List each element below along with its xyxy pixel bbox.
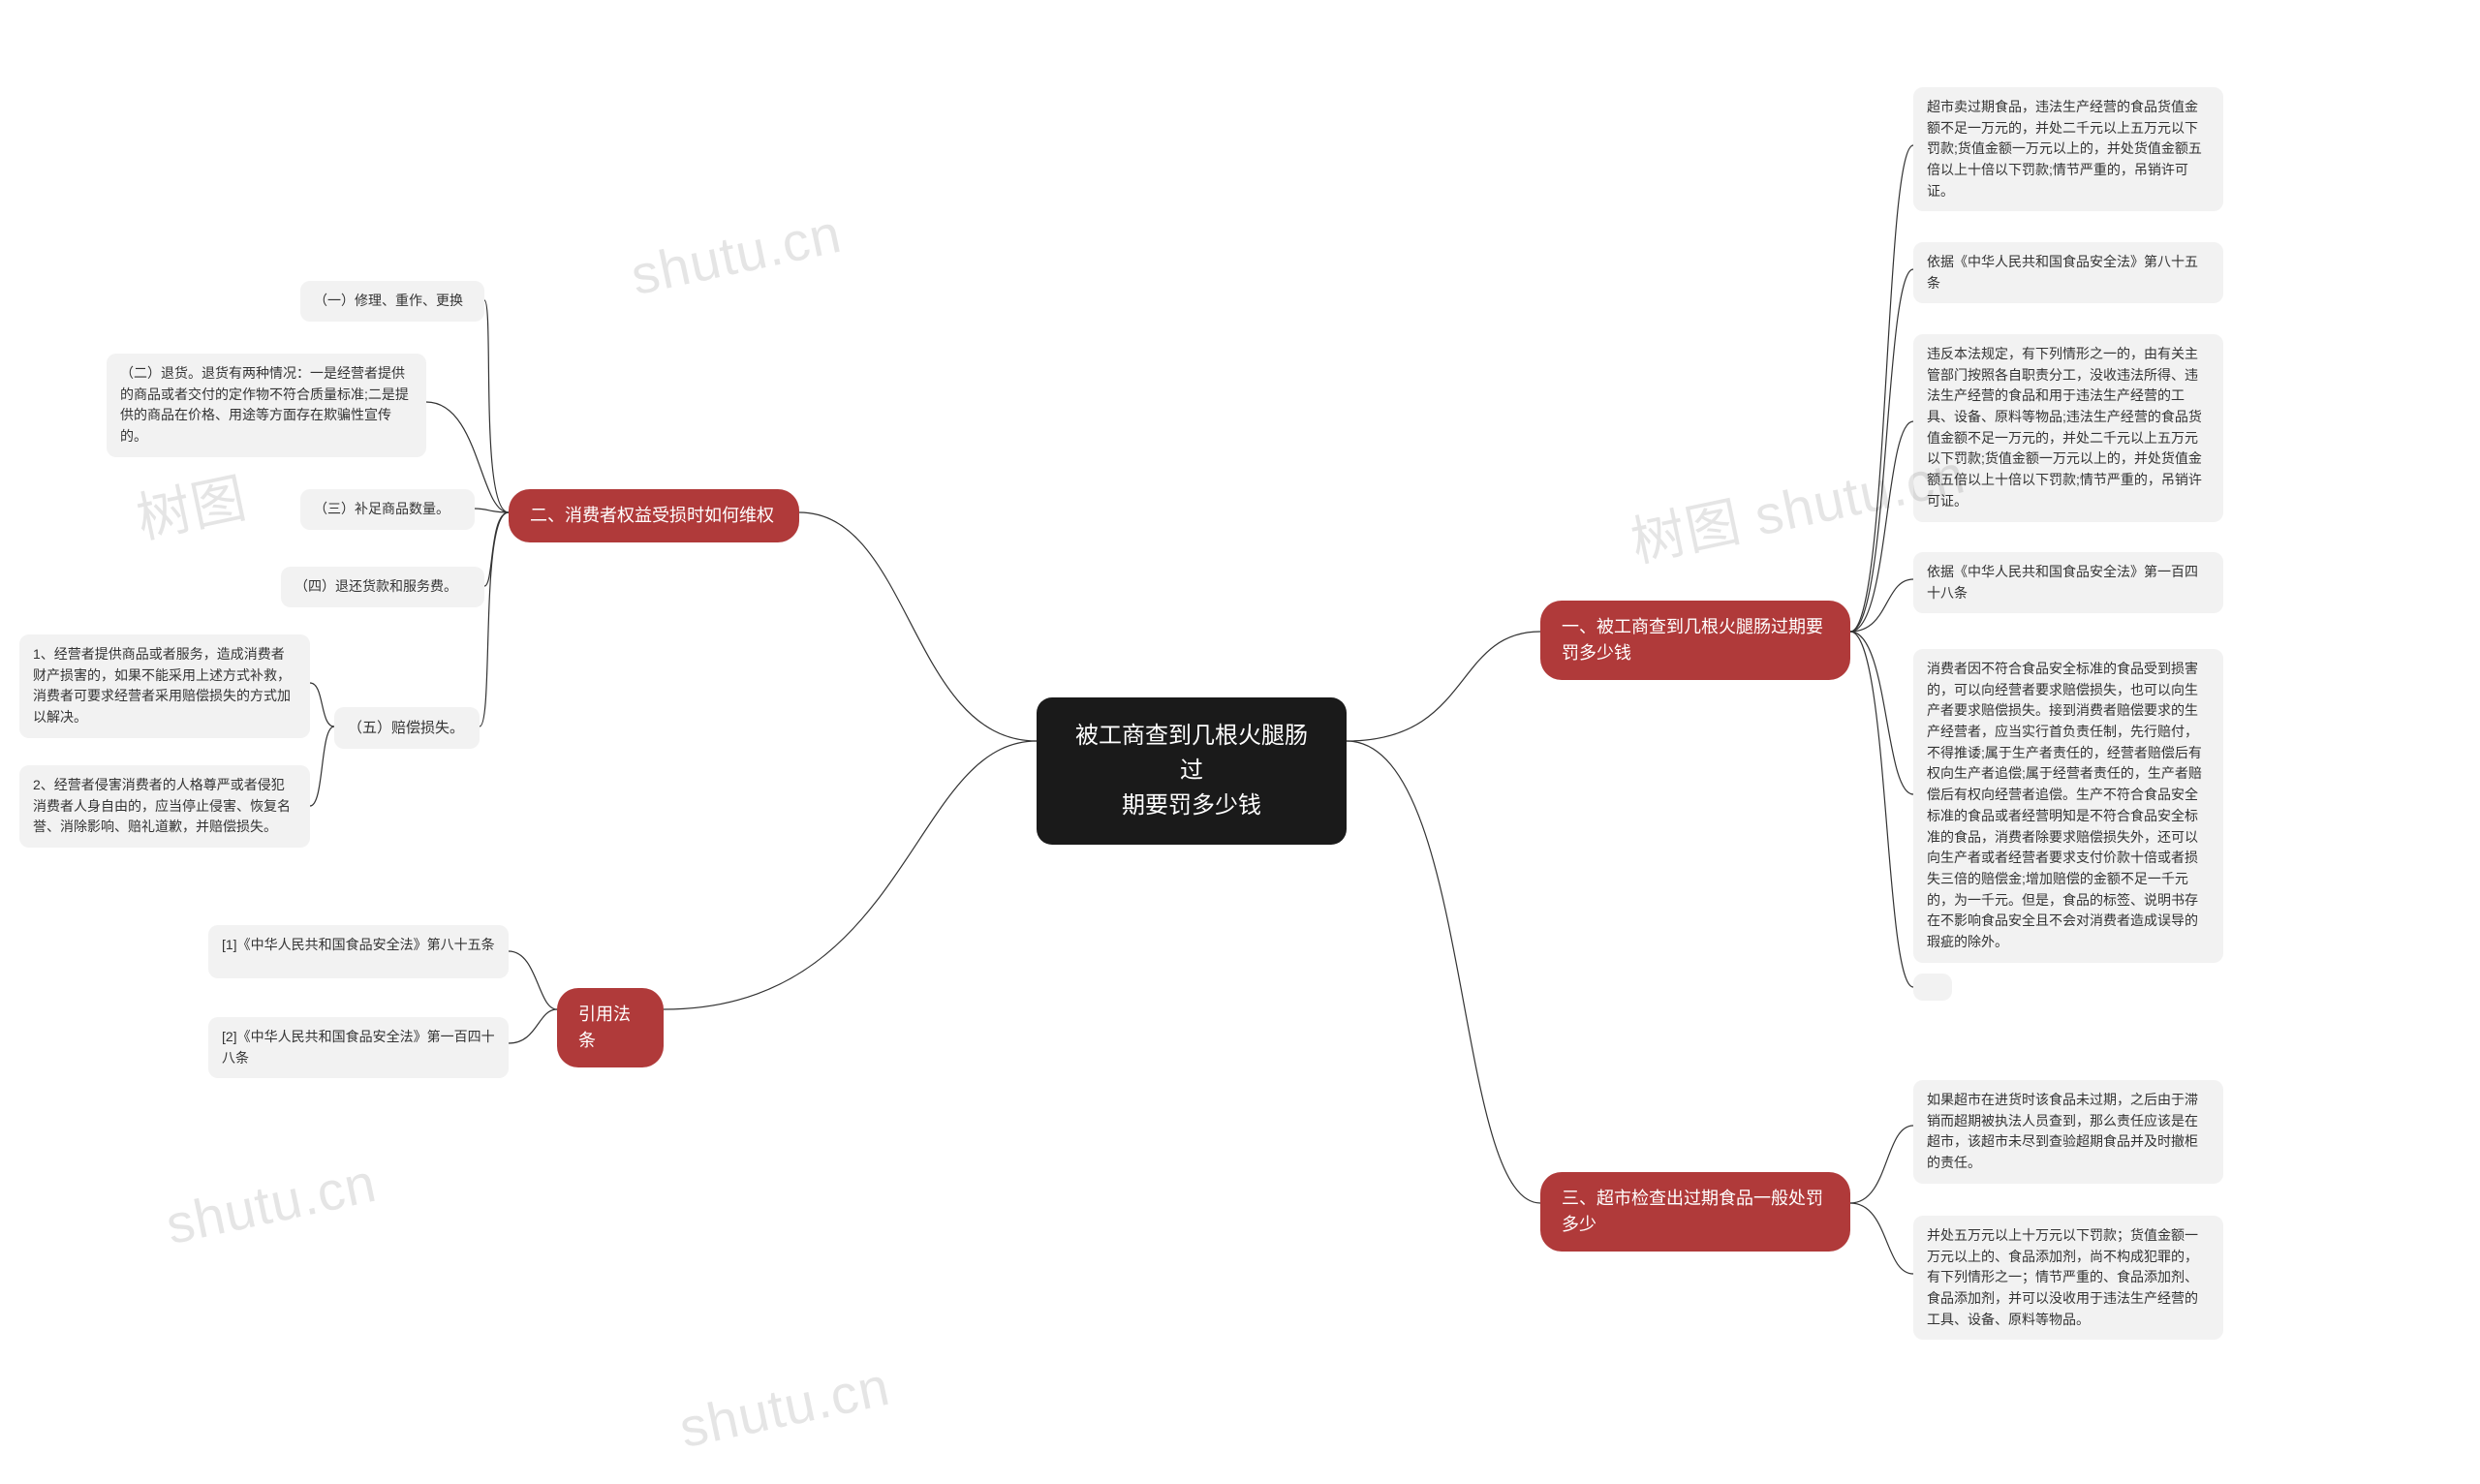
- edge: [664, 741, 1037, 1009]
- node-b1c2: 依据《中华人民共和国食品安全法》第八十五条: [1913, 242, 2223, 303]
- center-node: 被工商查到几根火腿肠过期要罚多少钱: [1037, 697, 1347, 845]
- node-b3c2: 并处五万元以上十万元以下罚款；货值金额一万元以上的、食品添加剂，尚不构成犯罪的，…: [1913, 1216, 2223, 1340]
- node-b4c1: [1]《中华人民共和国食品安全法》第八十五条: [208, 925, 509, 978]
- edge: [1850, 632, 1913, 987]
- node-b3c1: 如果超市在进货时该食品未过期，之后由于滞销而超期被执法人员查到，那么责任应该是在…: [1913, 1080, 2223, 1184]
- edge: [475, 509, 509, 512]
- edge: [480, 512, 509, 727]
- edge: [484, 512, 509, 586]
- node-b1c4: 依据《中华人民共和国食品安全法》第一百四十八条: [1913, 552, 2223, 613]
- edge: [1850, 145, 1913, 632]
- edge: [484, 300, 509, 512]
- edge: [1347, 741, 1540, 1203]
- node-b2c1: （一）修理、重作、更换: [300, 281, 484, 322]
- node-b2c3: （三）补足商品数量。: [300, 489, 475, 530]
- node-b2c5b: 2、经营者侵害消费者的人格尊严或者侵犯消费者人身自由的，应当停止侵害、恢复名誉、…: [19, 765, 310, 848]
- edge: [509, 951, 557, 1009]
- edge: [310, 683, 334, 727]
- edge: [799, 512, 1037, 741]
- edge: [1850, 269, 1913, 632]
- branch-b4: 引用法条: [557, 988, 664, 1067]
- node-b1c1: 超市卖过期食品，违法生产经营的食品货值金额不足一万元的，并处二千元以上五万元以下…: [1913, 87, 2223, 211]
- branch-b2: 二、消费者权益受损时如何维权: [509, 489, 799, 542]
- edge: [1347, 632, 1540, 741]
- node-b2c5: （五）赔偿损失。: [334, 707, 480, 749]
- edge: [1850, 1126, 1913, 1203]
- watermark: shutu.cn: [674, 1354, 895, 1460]
- node-b4c2: [2]《中华人民共和国食品安全法》第一百四十八条: [208, 1017, 509, 1078]
- edge: [310, 727, 334, 806]
- node-b1c6: [1913, 974, 1952, 1001]
- edge: [1850, 421, 1913, 632]
- node-b2c2: （二）退货。退货有两种情况：一是经营者提供的商品或者交付的定作物不符合质量标准;…: [107, 354, 426, 457]
- edge: [1850, 632, 1913, 794]
- branch-b3: 三、超市检查出过期食品一般处罚多少: [1540, 1172, 1850, 1252]
- node-b1c5: 消费者因不符合食品安全标准的食品受到损害的，可以向经营者要求赔偿损失，也可以向生…: [1913, 649, 2223, 963]
- branch-b1: 一、被工商查到几根火腿肠过期要罚多少钱: [1540, 601, 1850, 680]
- node-b2c5a: 1、经营者提供商品或者服务，造成消费者财产损害的，如果不能采用上述方式补救，消费…: [19, 634, 310, 738]
- node-b2c4: （四）退还货款和服务费。: [281, 567, 484, 607]
- edge: [1850, 579, 1913, 632]
- watermark: shutu.cn: [161, 1151, 382, 1256]
- node-b1c3: 违反本法规定，有下列情形之一的，由有关主管部门按照各自职责分工，没收违法所得、违…: [1913, 334, 2223, 522]
- watermark: shutu.cn: [626, 201, 847, 307]
- edge: [509, 1009, 557, 1043]
- watermark: 树图: [129, 454, 253, 554]
- edge: [1850, 1203, 1913, 1274]
